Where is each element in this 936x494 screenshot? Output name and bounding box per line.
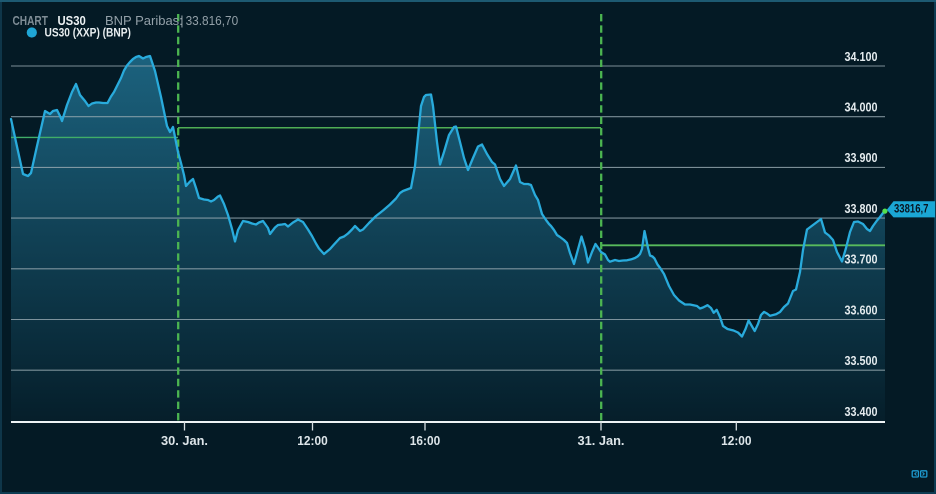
svg-text:CHART: CHART xyxy=(13,13,48,28)
svg-text:33.700: 33.700 xyxy=(845,252,878,267)
svg-text:|: | xyxy=(180,13,183,28)
svg-text:34.100: 34.100 xyxy=(845,49,878,64)
svg-text:33816,7: 33816,7 xyxy=(894,203,929,215)
svg-text:16:00: 16:00 xyxy=(410,433,440,448)
svg-text:33.600: 33.600 xyxy=(845,302,878,317)
svg-text:33.400: 33.400 xyxy=(845,404,878,419)
svg-text:31. Jan.: 31. Jan. xyxy=(578,433,625,448)
svg-text:US30: US30 xyxy=(58,13,86,28)
svg-text:33.900: 33.900 xyxy=(845,150,878,165)
svg-text:33.816,70: 33.816,70 xyxy=(186,13,239,28)
svg-text:US30 (XXP) (BNP): US30 (XXP) (BNP) xyxy=(45,28,132,40)
svg-text:33.500: 33.500 xyxy=(845,353,878,368)
svg-text:12:00: 12:00 xyxy=(721,433,751,448)
svg-text:BNP Paribas:: BNP Paribas: xyxy=(105,13,183,28)
svg-text:34.000: 34.000 xyxy=(845,100,878,115)
svg-text:33.800: 33.800 xyxy=(845,201,878,216)
svg-text:12:00: 12:00 xyxy=(297,433,327,448)
svg-text:30. Jan.: 30. Jan. xyxy=(161,433,208,448)
